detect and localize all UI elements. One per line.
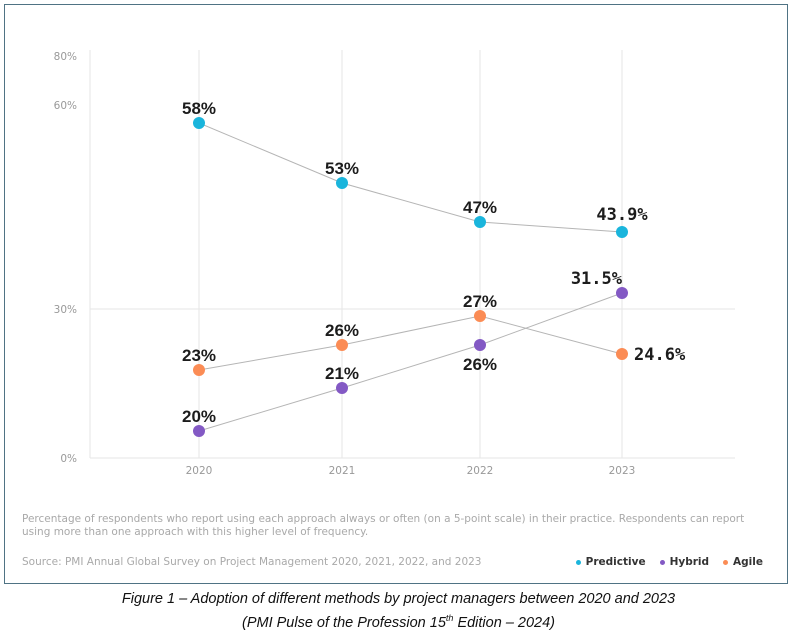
figure-frame: [4, 4, 788, 584]
legend-dot-icon: [575, 559, 581, 565]
data-point-agile: [193, 364, 205, 376]
figure-caption-source: (PMI Pulse of the Profession 15th Editio…: [0, 609, 797, 633]
legend-dot-icon: [659, 559, 665, 565]
data-label: 23%: [182, 346, 216, 365]
data-label: 26%: [463, 355, 497, 374]
data-label: 27%: [463, 292, 497, 311]
line-chart: 0% 30% 60% 80% 2020 2021 2022 2023 58% 53% 47% 43.…: [54, 50, 735, 477]
data-point-hybrid: [193, 425, 205, 437]
legend-label: Hybrid: [669, 556, 710, 568]
data-label: 31.5%: [571, 269, 623, 289]
legend-label: Predictive: [585, 556, 646, 568]
series-line-agile: [198, 315, 623, 371]
y-tick-label: 80%: [54, 51, 77, 63]
data-point-predictive: [616, 226, 628, 238]
data-point-hybrid: [336, 382, 348, 394]
data-label: 26%: [325, 321, 359, 340]
legend-item-agile: Agile: [723, 556, 763, 568]
x-tick-label: 2021: [329, 465, 356, 477]
data-label: 21%: [325, 364, 359, 383]
data-point-agile: [474, 310, 486, 322]
data-point-hybrid: [474, 339, 486, 351]
data-point-hybrid: [616, 287, 628, 299]
x-tick-label: 2023: [609, 465, 636, 477]
y-tick-label: 0%: [60, 453, 77, 465]
series-line-hybrid: [198, 292, 623, 432]
data-point-agile: [336, 339, 348, 351]
chart-note: Percentage of respondents who report usi…: [22, 513, 745, 538]
caption-text: (PMI Pulse of the Profession 15: [242, 614, 446, 631]
data-label: 53%: [325, 159, 359, 178]
chart-source: Source: PMI Annual Global Survey on Proj…: [22, 556, 482, 568]
legend-label: Agile: [733, 556, 763, 568]
legend: Predictive Hybrid Agile: [575, 556, 763, 568]
data-point-agile: [616, 348, 628, 360]
x-tick-label: 2022: [467, 465, 494, 477]
data-label: 20%: [182, 407, 216, 426]
data-point-predictive: [193, 117, 205, 129]
y-tick-label: 30%: [54, 304, 77, 316]
caption-sup: th: [445, 613, 454, 623]
legend-item-hybrid: Hybrid: [659, 556, 710, 568]
caption-text: Edition – 2024): [453, 614, 555, 631]
legend-item-predictive: Predictive: [575, 556, 646, 568]
legend-dot-icon: [723, 559, 729, 565]
figure-caption: Figure 1 – Adoption of different methods…: [121, 591, 676, 607]
data-point-predictive: [336, 177, 348, 189]
x-tick-label: 2020: [186, 465, 213, 477]
y-tick-label: 60%: [54, 100, 77, 112]
data-label: 58%: [182, 99, 216, 118]
data-point-predictive: [474, 216, 486, 228]
series-line-predictive: [198, 122, 623, 233]
data-label: 24.6%: [634, 345, 686, 365]
data-label: 47%: [463, 198, 497, 217]
data-label: 43.9%: [596, 205, 648, 225]
